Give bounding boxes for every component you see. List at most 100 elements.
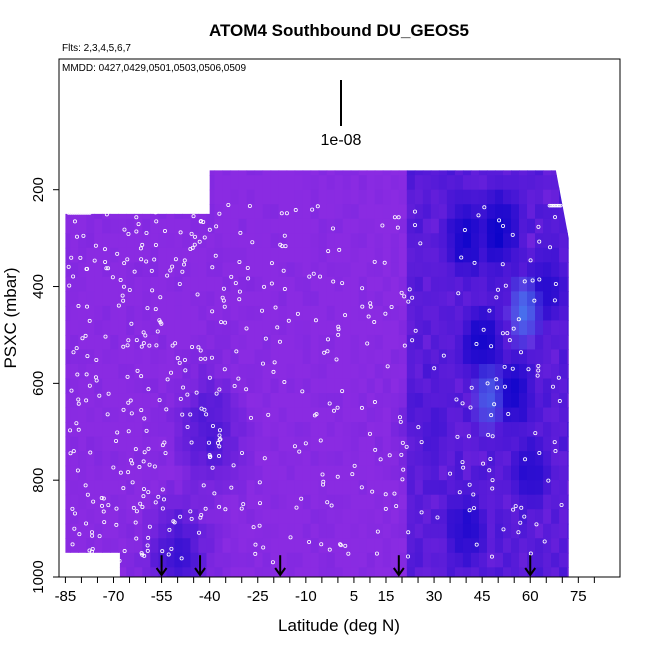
sample-marker [173, 257, 178, 262]
sample-marker [236, 376, 241, 381]
sample-marker [272, 360, 277, 365]
sample-marker [402, 343, 407, 348]
sample-marker [490, 434, 495, 439]
sample-marker [217, 428, 222, 433]
sample-marker [294, 505, 299, 510]
sample-marker [281, 268, 286, 273]
sample-marker [455, 434, 460, 439]
sample-marker [92, 553, 97, 558]
sample-marker [435, 515, 440, 520]
sample-marker [516, 530, 521, 535]
sample-marker [126, 429, 131, 434]
sample-marker [72, 219, 77, 224]
x-tick-label: -25 [247, 588, 269, 605]
sample-marker [432, 366, 437, 371]
sample-marker [207, 227, 212, 232]
sample-marker [157, 318, 162, 323]
sample-marker [122, 549, 127, 554]
sample-marker [217, 387, 222, 392]
sample-marker [116, 303, 121, 308]
sample-marker [125, 257, 130, 262]
sample-marker [67, 283, 72, 288]
sample-marker [557, 203, 561, 208]
sample-marker [318, 274, 323, 279]
sample-marker [153, 242, 158, 247]
sample-marker [198, 515, 203, 520]
sample-marker [209, 355, 214, 360]
sample-marker [185, 392, 190, 397]
sample-marker [536, 363, 541, 368]
sample-marker [383, 311, 388, 316]
dates-subtitle: MMDD: 0427,0429,0501,0503,0506,0509 [62, 63, 246, 74]
sample-marker [122, 261, 127, 266]
curtain-heatmap [65, 170, 569, 577]
sample-marker [237, 289, 242, 294]
sample-marker [262, 284, 267, 289]
sample-marker [76, 304, 81, 309]
sample-marker [468, 405, 473, 410]
sample-marker [399, 452, 404, 457]
sample-marker [238, 230, 243, 235]
sample-marker [407, 287, 412, 292]
sample-marker [303, 441, 308, 446]
sample-marker [198, 348, 203, 353]
y-axis: 200 400 600 800 1000 [30, 177, 59, 594]
x-tick-label: -10 [295, 588, 317, 605]
sample-marker [368, 304, 373, 309]
sample-marker [550, 203, 555, 208]
sample-marker [286, 318, 291, 323]
sample-marker [511, 326, 516, 331]
sample-marker [68, 211, 73, 215]
sample-marker [153, 307, 158, 312]
sample-marker [481, 461, 486, 466]
sample-marker [314, 412, 319, 417]
arrow-marker [524, 555, 537, 577]
sample-marker [153, 210, 158, 215]
sample-marker [217, 433, 222, 438]
sample-marker [181, 385, 186, 390]
sample-marker [138, 501, 143, 506]
sample-marker [144, 259, 149, 264]
sample-marker [188, 509, 193, 514]
sample-marker [71, 449, 76, 454]
sample-marker [125, 374, 130, 379]
sample-marker [519, 505, 524, 510]
sample-marker [93, 243, 98, 248]
sample-marker [300, 389, 305, 394]
sample-marker [471, 492, 476, 497]
sample-marker [121, 284, 126, 289]
sample-marker [178, 514, 183, 519]
sample-marker [139, 374, 144, 379]
sample-marker [142, 553, 147, 558]
sample-marker [167, 527, 172, 532]
sample-marker [325, 337, 330, 342]
sample-marker [292, 444, 297, 449]
sample-marker [77, 557, 82, 562]
sample-marker [360, 304, 365, 309]
sample-marker [221, 286, 226, 291]
sample-marker [146, 535, 151, 540]
sample-marker [82, 211, 86, 215]
sample-marker [137, 465, 142, 470]
y-tick-label: 1000 [30, 560, 47, 593]
sample-marker [129, 321, 134, 326]
sample-marker [192, 234, 197, 239]
sample-marker [189, 516, 194, 521]
sample-marker [250, 240, 255, 245]
sample-marker [359, 405, 364, 410]
sample-marker [84, 521, 89, 526]
sample-marker [343, 313, 348, 318]
sample-marker [220, 295, 225, 300]
sample-marker [489, 554, 494, 559]
sample-marker [97, 534, 102, 539]
x-tick-label: 75 [570, 588, 587, 605]
sample-marker [535, 373, 540, 378]
sample-marker [125, 343, 130, 348]
sample-marker [102, 520, 107, 525]
sample-marker [74, 211, 79, 215]
sample-marker [359, 485, 364, 490]
sample-marker [114, 506, 119, 511]
sample-marker [70, 211, 75, 215]
sample-marker [400, 440, 405, 445]
sample-marker [101, 496, 106, 501]
